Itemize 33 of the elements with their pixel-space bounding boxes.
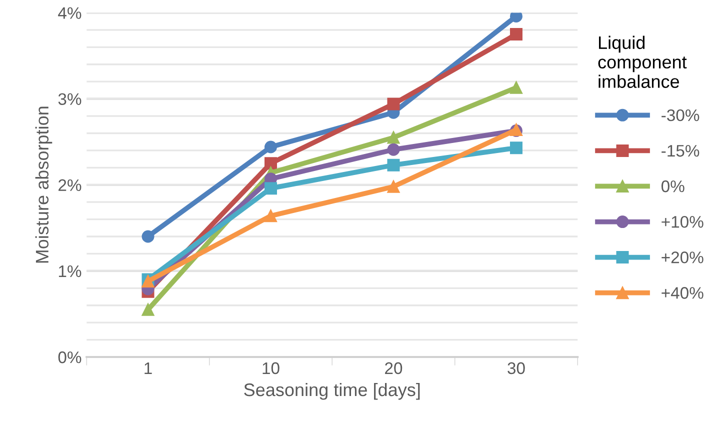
legend-label: +20% [662, 252, 704, 264]
point [264, 140, 277, 154]
x-axis-title: Seasoning time [days] [244, 382, 420, 400]
point [510, 142, 522, 154]
x-tick-label: 20 [385, 362, 402, 374]
point [510, 81, 522, 94]
legend-title: Liquid component imbalance [598, 36, 687, 88]
legend-label: -30% [662, 109, 700, 122]
point [387, 143, 400, 156]
y-tick-label: 4% [58, 7, 82, 19]
point [510, 28, 522, 41]
legend-label: +10% [662, 216, 704, 228]
point [142, 230, 154, 243]
y-tick-label: 2% [58, 179, 82, 192]
y-tick-label: 1% [58, 265, 82, 278]
x-tick-label: 30 [508, 362, 525, 374]
point [142, 303, 154, 316]
x-tick-label: 10 [262, 362, 280, 374]
legend-label: +40% [662, 287, 704, 299]
point [264, 210, 277, 222]
y-tick-label: 3% [58, 93, 82, 106]
y-axis-title: Moisture absorption [35, 106, 52, 263]
point [264, 182, 277, 195]
point [510, 12, 522, 22]
legend-label: 0% [661, 180, 684, 192]
point [264, 157, 277, 170]
point [387, 131, 400, 144]
point [387, 98, 400, 110]
x-tick-label: 1 [144, 362, 152, 374]
point [387, 180, 400, 193]
y-tick-label: 0% [58, 351, 82, 364]
point [387, 158, 400, 172]
legend-label: -15% [662, 144, 700, 157]
